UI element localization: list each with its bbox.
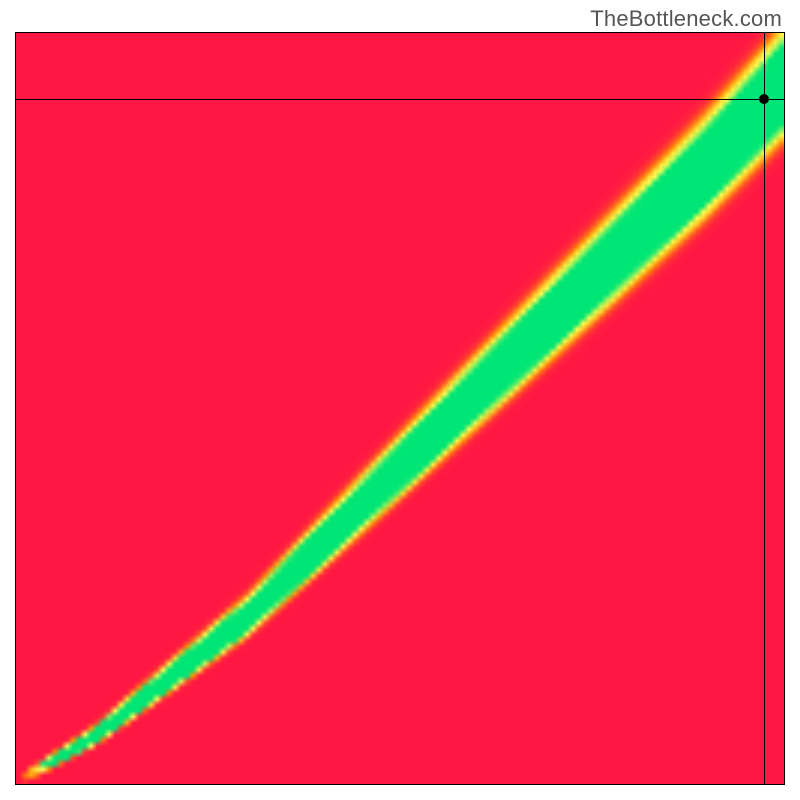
crosshair-vertical <box>764 33 765 784</box>
bottleneck-heatmap <box>15 32 785 785</box>
watermark-text: TheBottleneck.com <box>590 6 782 32</box>
crosshair-marker <box>759 94 769 104</box>
crosshair-horizontal <box>16 99 784 100</box>
heatmap-canvas <box>16 33 784 784</box>
